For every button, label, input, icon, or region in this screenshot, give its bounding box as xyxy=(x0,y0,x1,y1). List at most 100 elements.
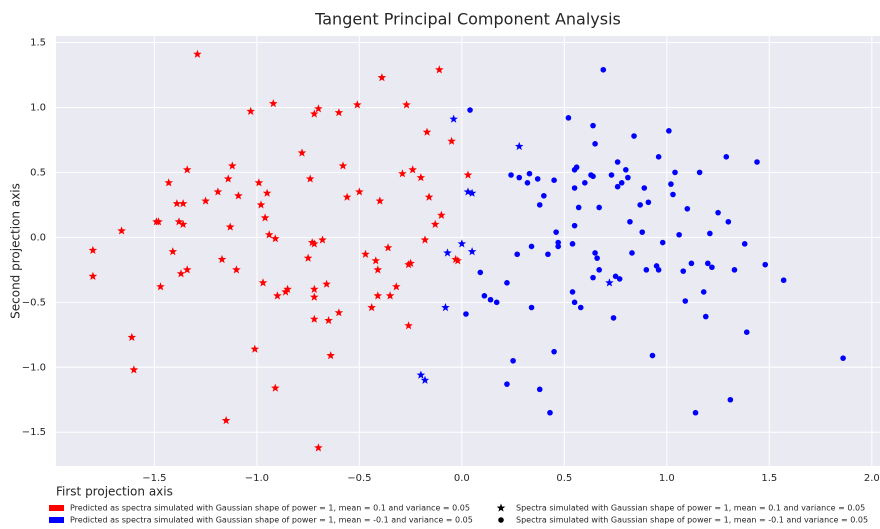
x-tick-label: 0.0 xyxy=(454,473,470,484)
star-point xyxy=(232,265,241,274)
circle-point xyxy=(592,141,598,147)
circle-point xyxy=(594,255,600,261)
star-point xyxy=(324,316,333,325)
circle-point xyxy=(754,159,760,165)
circle-point xyxy=(614,159,621,165)
star-point xyxy=(371,256,380,265)
circle-point xyxy=(590,274,596,281)
star-point xyxy=(375,196,385,205)
star-point xyxy=(264,230,274,239)
circle-point xyxy=(577,304,584,311)
circle-point xyxy=(696,169,703,176)
star-point xyxy=(334,308,344,317)
circle-point xyxy=(610,315,617,321)
circle-point xyxy=(709,264,715,271)
circle-point xyxy=(565,115,572,121)
circle-point xyxy=(582,179,588,186)
circle-point xyxy=(680,268,687,274)
circle-point xyxy=(504,381,510,387)
y-tick-label: −0.5 xyxy=(22,297,46,308)
star-point xyxy=(447,136,456,145)
circle-point xyxy=(762,261,769,268)
x-tick-label: 0.5 xyxy=(556,473,572,484)
circle-point xyxy=(510,357,516,364)
legend-label: Spectra simulated with Gaussian shape of… xyxy=(516,504,865,513)
star-point xyxy=(178,219,188,228)
circle-point xyxy=(639,229,646,235)
star-point xyxy=(453,256,462,265)
circle-point xyxy=(481,293,488,299)
star-point xyxy=(422,127,432,136)
star-point xyxy=(334,108,344,117)
circle-point xyxy=(569,289,576,295)
circle-point xyxy=(612,273,619,280)
circle-point xyxy=(702,313,709,320)
circle-point xyxy=(553,229,559,235)
star-point xyxy=(314,104,323,113)
star-point xyxy=(234,191,243,200)
star-point xyxy=(322,279,331,288)
star-point xyxy=(435,65,444,74)
circle-point xyxy=(596,267,602,273)
circle-point xyxy=(688,260,695,267)
star-point xyxy=(283,284,292,293)
circle-point xyxy=(692,409,699,416)
circle-point xyxy=(659,239,666,246)
x-tick-label: 1.5 xyxy=(761,473,777,484)
circle-point xyxy=(508,172,514,178)
star-point xyxy=(307,238,317,247)
circle-point xyxy=(627,218,633,225)
circle-point xyxy=(590,122,596,129)
star-point xyxy=(297,148,307,157)
star-point xyxy=(467,188,477,197)
x-axis-label: First projection axis xyxy=(56,485,173,499)
circle-point xyxy=(536,202,543,208)
legend-marker xyxy=(498,517,504,523)
star-point xyxy=(383,243,393,252)
circle-point xyxy=(504,280,510,286)
circle-point xyxy=(623,167,629,173)
star-point xyxy=(164,178,173,187)
y-tick-label: −1.0 xyxy=(22,362,46,373)
circle-point xyxy=(463,311,469,317)
star-point xyxy=(353,100,362,109)
circle-point xyxy=(493,299,500,306)
y-tick-label: −1.5 xyxy=(22,427,46,438)
star-point xyxy=(217,254,227,264)
star-point xyxy=(392,282,401,291)
circle-point xyxy=(741,241,748,247)
circle-point xyxy=(643,267,650,273)
star-point xyxy=(430,219,440,228)
plot-area xyxy=(56,36,880,466)
legend-marker xyxy=(496,503,506,512)
star-point xyxy=(398,169,407,178)
star-point xyxy=(117,226,126,235)
star-point xyxy=(310,109,319,118)
star-point xyxy=(303,253,313,262)
circle-point xyxy=(629,250,635,256)
chart-title: Tangent Principal Component Analysis xyxy=(314,10,621,29)
star-point xyxy=(385,291,395,300)
star-point xyxy=(254,178,264,187)
y-tick-label: 0.5 xyxy=(30,167,46,178)
star-point xyxy=(193,49,202,58)
circle-point xyxy=(592,250,598,256)
circle-point xyxy=(670,191,676,198)
star-point xyxy=(515,141,524,151)
star-point xyxy=(463,187,473,196)
star-point xyxy=(271,234,280,243)
star-point xyxy=(420,375,430,384)
circle-point xyxy=(573,164,580,171)
star-point xyxy=(314,443,323,452)
legend-label: Predicted as spectra simulated with Gaus… xyxy=(70,504,470,513)
star-point xyxy=(437,210,446,219)
legend-label: Spectra simulated with Gaussian shape of… xyxy=(516,516,868,525)
star-point xyxy=(258,278,268,287)
circle-point xyxy=(608,172,615,178)
circle-point xyxy=(575,204,582,211)
star-point xyxy=(402,100,411,109)
star-point xyxy=(310,314,319,323)
star-point xyxy=(256,200,266,209)
circle-point xyxy=(743,329,750,335)
